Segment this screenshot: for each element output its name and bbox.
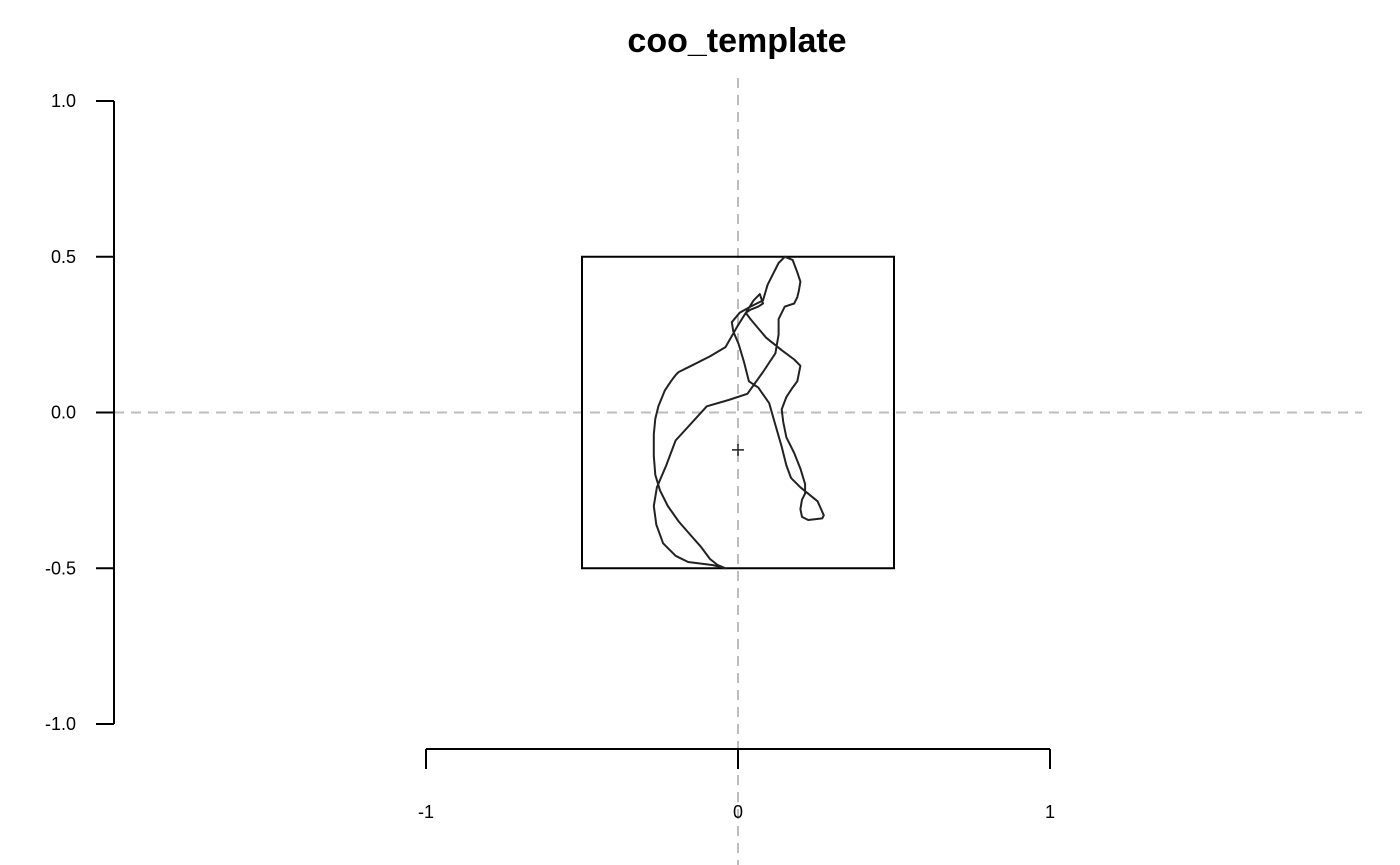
centroid-marker	[732, 443, 744, 456]
y-tick-label: 1.0	[51, 91, 76, 111]
y-tick-label: -1.0	[45, 714, 76, 734]
y-tick-label: 0.5	[51, 247, 76, 267]
x-tick-label: 1	[1045, 802, 1055, 822]
centroid-layer	[732, 443, 744, 456]
cat-outline-shape	[652, 255, 825, 570]
template-bounding-box	[581, 255, 895, 570]
reference-lines	[114, 78, 1362, 865]
bounding-box-layer	[581, 255, 895, 570]
y-tick-label: 0.0	[51, 403, 76, 423]
x-tick-label: 0	[733, 802, 743, 822]
y-tick-label: -0.5	[45, 558, 76, 578]
chart-title: coo_template	[627, 22, 846, 60]
y-axis: -1.0 -0.5 0.0 0.5 1.0	[45, 91, 115, 734]
x-axis: -1 0 1	[418, 748, 1055, 822]
x-tick-label: -1	[418, 802, 434, 822]
shape-outline-layer	[652, 255, 825, 570]
